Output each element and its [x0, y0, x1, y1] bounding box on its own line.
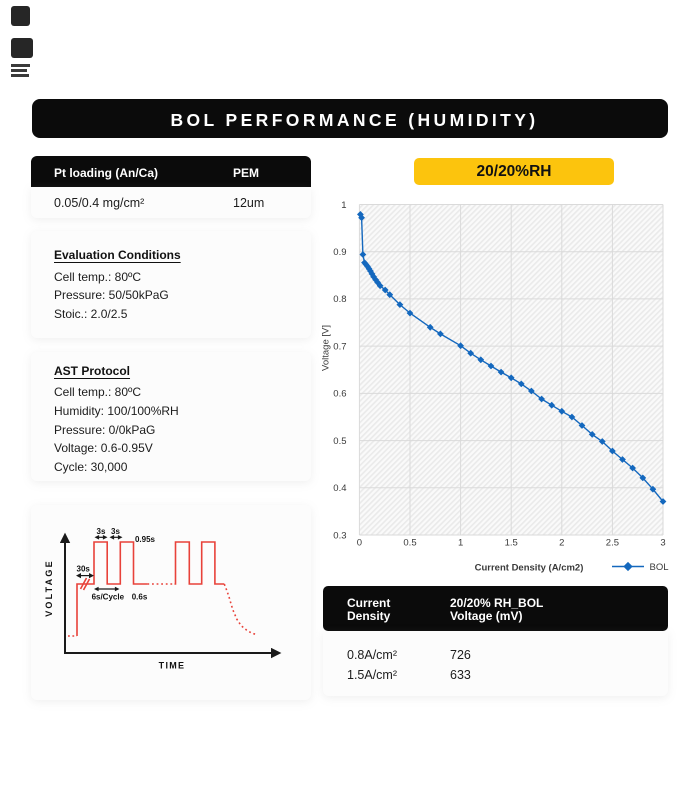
svg-text:VOLTAGE: VOLTAGE — [44, 559, 54, 617]
svg-text:2.5: 2.5 — [606, 537, 619, 548]
svg-text:0.7: 0.7 — [333, 341, 346, 352]
svg-text:0.95s: 0.95s — [135, 535, 156, 544]
svg-text:Voltage [V]: Voltage [V] — [322, 325, 332, 371]
svg-text:30s: 30s — [77, 565, 91, 574]
svg-text:3: 3 — [660, 537, 665, 548]
svg-text:0.6s: 0.6s — [132, 592, 148, 601]
svg-text:6s/Cycle: 6s/Cycle — [92, 592, 125, 601]
svg-text:BOL: BOL — [650, 562, 669, 573]
svg-text:1: 1 — [341, 200, 346, 211]
svg-text:0.9: 0.9 — [333, 247, 346, 258]
svg-text:TIME: TIME — [159, 661, 186, 671]
svg-text:0.3: 0.3 — [333, 530, 346, 541]
svg-text:0.6: 0.6 — [333, 389, 346, 400]
svg-text:0.4: 0.4 — [333, 483, 346, 494]
svg-text:0: 0 — [357, 537, 362, 548]
svg-text:2: 2 — [559, 537, 564, 548]
svg-text:3s: 3s — [97, 527, 106, 536]
svg-text:0.5: 0.5 — [333, 436, 346, 447]
svg-text:0.8: 0.8 — [333, 294, 346, 305]
svg-text:0.5: 0.5 — [403, 537, 416, 548]
svg-text:Current Density (A/cm2): Current Density (A/cm2) — [475, 562, 584, 573]
svg-text:1.5: 1.5 — [505, 537, 518, 548]
svg-text:3s: 3s — [111, 527, 120, 536]
svg-text:1: 1 — [458, 537, 463, 548]
